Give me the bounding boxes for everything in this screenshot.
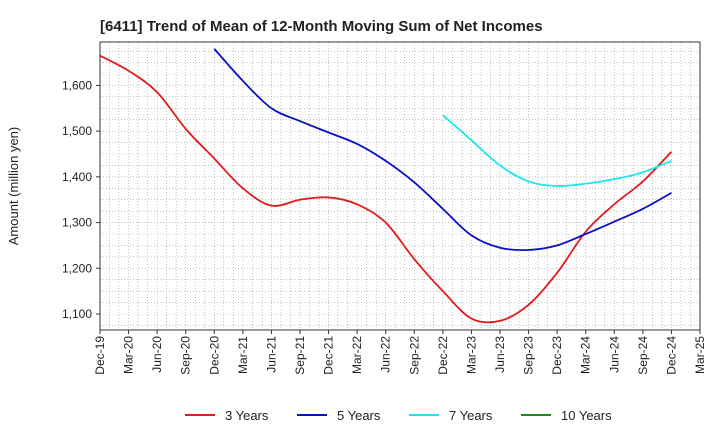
x-tick-label: Dec-22 [436,336,450,375]
y-tick-label: 1,300 [62,216,92,230]
y-tick-label: 1,500 [62,124,92,138]
x-tick-label: Mar-20 [122,336,136,374]
x-tick-label: Mar-24 [579,336,593,374]
y-tick-label: 1,600 [62,78,92,92]
chart-title: [6411] Trend of Mean of 12-Month Moving … [100,18,543,35]
x-tick-label: Jun-20 [150,336,164,373]
x-tick-label: Sep-24 [636,336,650,375]
axes [96,41,701,334]
x-tick-label: Dec-20 [207,336,221,375]
x-tick-label: Mar-23 [464,336,478,374]
x-tick-label: Sep-22 [407,336,421,375]
y-tick-label: 1,100 [62,307,92,321]
series-line-5-years [213,48,672,252]
series-line-3-years [99,54,673,324]
x-tick-label: Jun-22 [379,336,393,373]
y-tick-label: 1,200 [62,261,92,275]
x-tick-label: Dec-21 [322,336,336,375]
x-tick-labels: Dec-19 Mar-20 Jun-20 Sep-20 Dec-20 Mar-21 Jun-… [93,336,707,375]
x-tick-label: Dec-23 [550,336,564,375]
series-layer [99,48,673,324]
plot-area [100,42,700,330]
plot-background [100,42,700,330]
y-tick-labels: 1,100 1,200 1,300 1,400 1,500 1,600 [62,78,92,321]
y-tick-label: 1,400 [62,170,92,184]
legend-label: 5 Years [337,408,381,423]
series-line-7-years [442,114,672,187]
x-tick-label: Sep-21 [293,336,307,375]
x-tick-label: Mar-22 [350,336,364,374]
plot-frame [99,41,701,331]
x-tick-label: Mar-25 [693,336,707,374]
x-tick-label: Jun-21 [264,336,278,373]
legend-label: 3 Years [225,408,269,423]
x-tick-label: Jun-24 [607,336,621,373]
x-tick-label: Sep-23 [522,336,536,375]
x-tick-label: Dec-24 [664,336,678,375]
y-axis-label: Amount (million yen) [6,127,21,246]
legend-label: 7 Years [449,408,493,423]
x-tick-label: Jun-23 [493,336,507,373]
legend-label: 10 Years [561,408,612,423]
x-tick-label: Dec-19 [93,336,107,375]
x-tick-label: Mar-21 [236,336,250,374]
legend: 3 Years 5 Years 7 Years 10 Years [185,408,612,423]
x-tick-label: Sep-20 [179,336,193,375]
